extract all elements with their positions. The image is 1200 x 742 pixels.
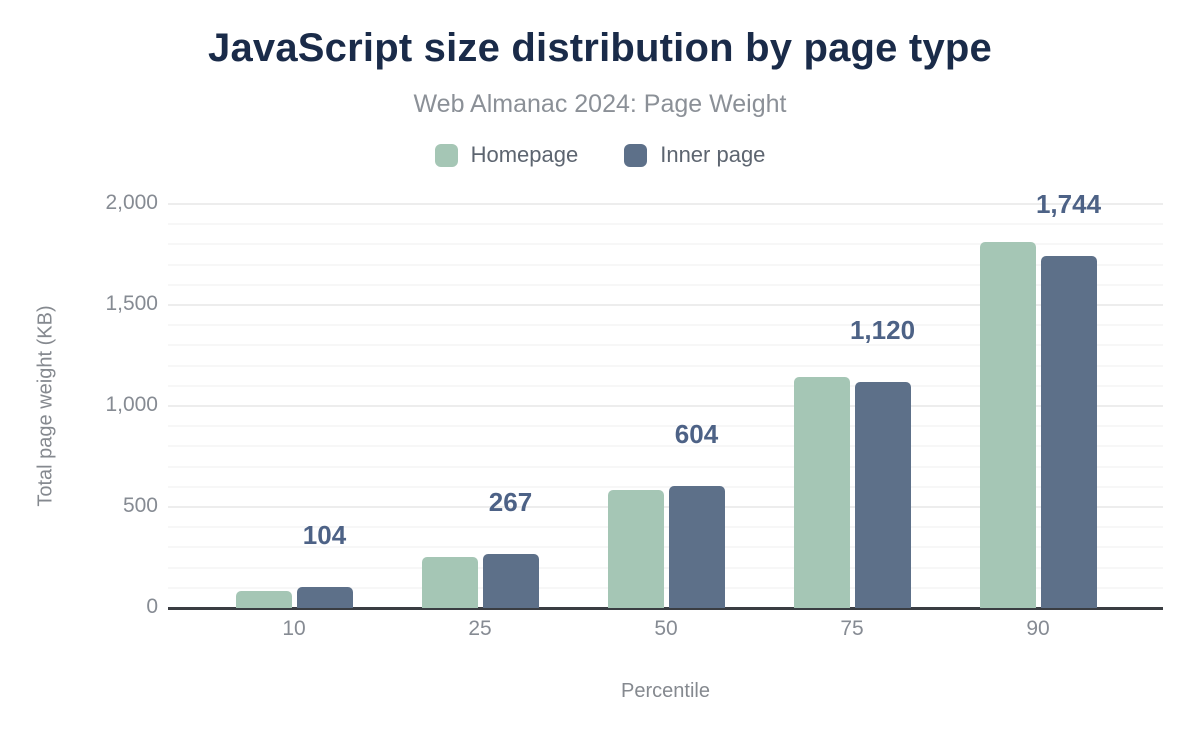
x-tick-label: 75 <box>840 617 864 640</box>
bar-homepage <box>421 557 478 608</box>
bar-group: 1,120 <box>793 204 915 608</box>
x-tick-label: 10 <box>282 617 306 640</box>
y-tick-label: 500 <box>122 494 158 517</box>
legend-label-homepage: Homepage <box>470 142 579 167</box>
minor-gridline <box>168 344 1163 347</box>
plot-area: 104 267 604 1,120 1,744 <box>168 189 1163 610</box>
homepage-swatch-icon <box>434 143 458 167</box>
minor-gridline <box>168 384 1163 387</box>
x-axis-title: Percentile <box>621 680 710 702</box>
major-gridline <box>168 405 1163 407</box>
minor-gridline <box>168 324 1163 327</box>
bar-value-label: 267 <box>488 487 533 518</box>
minor-gridline <box>168 485 1163 488</box>
bar-group: 104 <box>235 204 353 608</box>
bar-value-label: 1,744 <box>1035 188 1102 219</box>
y-tick-label: 1,000 <box>105 393 158 416</box>
bar-homepage <box>979 241 1036 608</box>
minor-gridline <box>168 546 1163 549</box>
legend-item-inner-page: Inner page <box>624 142 765 168</box>
major-gridline <box>168 506 1163 508</box>
chart-subtitle: Web Almanac 2024: Page Weight <box>413 90 787 118</box>
bar-inner-page <box>854 381 911 608</box>
bar-inner-page <box>1040 255 1097 608</box>
inner-page-swatch-icon <box>624 143 648 167</box>
minor-gridline <box>168 223 1163 226</box>
bar-group: 604 <box>607 204 725 608</box>
y-tick-label: 2,000 <box>105 191 158 214</box>
bar-homepage <box>793 376 850 608</box>
bar-homepage <box>607 489 664 608</box>
x-axis-line <box>168 607 1163 610</box>
bar-group: 1,744 <box>979 189 1101 608</box>
bar-inner-page <box>668 486 725 608</box>
minor-gridline <box>168 425 1163 428</box>
bar-value-label: 604 <box>674 419 719 449</box>
minor-gridline <box>168 283 1163 286</box>
x-tick-label: 50 <box>654 617 678 640</box>
y-tick-label: 1,500 <box>105 292 158 315</box>
minor-gridline <box>168 566 1163 569</box>
bar-value-label: 1,120 <box>849 314 916 345</box>
minor-gridline <box>168 526 1163 529</box>
bar-group: 267 <box>421 204 539 608</box>
major-gridline <box>168 304 1163 306</box>
minor-gridline <box>168 263 1163 266</box>
minor-gridline <box>168 445 1163 448</box>
bar-inner-page <box>296 587 353 608</box>
bar-value-label: 104 <box>302 520 347 550</box>
bar-homepage <box>235 591 292 608</box>
legend-label-inner-page: Inner page <box>660 142 766 167</box>
legend: Homepage Inner page <box>0 142 1200 168</box>
major-gridline <box>168 203 1163 205</box>
minor-gridline <box>168 586 1163 589</box>
minor-gridline <box>168 243 1163 246</box>
x-tick-label: 90 <box>1026 617 1050 640</box>
bar-inner-page <box>482 554 539 608</box>
x-tick-label: 25 <box>468 617 492 640</box>
legend-item-homepage: Homepage <box>434 142 579 168</box>
minor-gridline <box>168 364 1163 367</box>
y-tick-label: 0 <box>146 595 158 618</box>
minor-gridline <box>168 465 1163 468</box>
chart-title: JavaScript size distribution by page typ… <box>208 26 992 70</box>
